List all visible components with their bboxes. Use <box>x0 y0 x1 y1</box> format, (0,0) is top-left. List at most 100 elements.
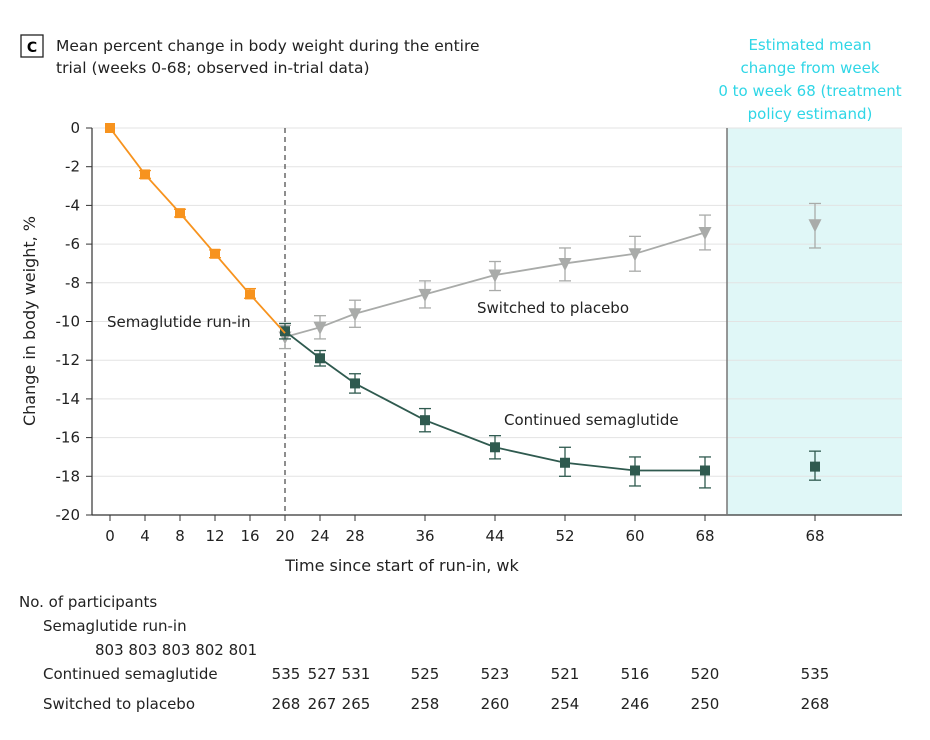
x-axis-ticks: 0 4 8 12 16 20 24 28 36 44 52 60 68 68 <box>105 515 825 545</box>
data-point <box>418 288 432 302</box>
chart-title-line-2: trial (weeks 0-68; observed in-trial dat… <box>56 59 370 77</box>
data-point <box>348 308 362 322</box>
y-tick-label: -10 <box>56 313 81 331</box>
participants-table: No. of participants Semaglutide run-in C… <box>19 593 829 713</box>
estimand-point <box>809 450 821 481</box>
x-tick-label: 28 <box>345 527 364 545</box>
estimand-title-line-1: Estimated mean <box>748 36 871 54</box>
participants-row-label-placebo: Switched to placebo <box>43 695 195 713</box>
x-tick-label: 36 <box>415 527 434 545</box>
participant-count: 265 <box>342 695 371 713</box>
estimand-marker <box>810 461 820 472</box>
data-point <box>140 169 150 180</box>
data-point <box>558 257 572 271</box>
chart-title-line-1: Mean percent change in body weight durin… <box>56 37 480 55</box>
series-line <box>284 330 705 472</box>
x-axis-label: Time since start of run-in, wk <box>284 556 519 575</box>
data-point <box>210 248 220 259</box>
estimand-panel-title: Estimated mean change from week 0 to wee… <box>718 36 901 123</box>
x-tick-label: 24 <box>310 527 329 545</box>
participant-count: 246 <box>621 695 650 713</box>
panel-label: C <box>20 34 44 58</box>
data-point <box>313 321 327 335</box>
participant-count: 258 <box>411 695 440 713</box>
annotation-semaglutide-run-in: Semaglutide run-in <box>107 313 251 331</box>
y-tick-label: -2 <box>65 158 80 176</box>
data-point <box>700 465 710 476</box>
participants-heading: No. of participants <box>19 593 157 611</box>
y-tick-label: -12 <box>56 351 81 369</box>
participants-values-run-in: 803 803 803 802 801 <box>95 641 257 659</box>
data-point <box>280 326 290 337</box>
data-point <box>628 248 642 262</box>
estimand-marker <box>808 219 822 233</box>
participant-count: 535 <box>272 665 301 683</box>
y-tick-label: -18 <box>56 467 81 485</box>
y-tick-label: 0 <box>70 119 80 137</box>
participants-values: 803 803 803 802 801 535 527 531 525 523 521 516… <box>95 641 829 713</box>
participant-count: 521 <box>551 665 580 683</box>
estimand-title-line-2: change from week <box>740 59 879 77</box>
data-point <box>560 457 570 468</box>
gridlines <box>92 127 902 516</box>
data-point <box>245 289 255 300</box>
y-tick-label: -20 <box>56 506 81 524</box>
x-tick-label: 44 <box>485 527 504 545</box>
data-point <box>350 378 360 389</box>
x-tick-label: 68 <box>695 527 714 545</box>
y-tick-label: -8 <box>65 274 80 292</box>
estimand-title-line-4: policy estimand) <box>748 105 873 123</box>
estimand-point <box>808 202 822 249</box>
data-point <box>490 442 500 453</box>
x-tick-label: 16 <box>240 527 259 545</box>
participant-count: 520 <box>691 665 720 683</box>
series-line <box>284 231 706 338</box>
data-point <box>698 226 712 240</box>
participant-count: 250 <box>691 695 720 713</box>
participant-count: 267 <box>308 695 337 713</box>
series-switched-to-placebo <box>278 214 712 350</box>
y-tick-label: -4 <box>65 196 80 214</box>
participant-count: 523 <box>481 665 510 683</box>
data-point <box>315 353 325 364</box>
data-point <box>630 465 640 476</box>
participant-count: 516 <box>621 665 650 683</box>
x-tick-label: 52 <box>555 527 574 545</box>
series-layer <box>105 123 712 489</box>
participants-row-label-continued: Continued semaglutide <box>43 665 218 683</box>
data-point <box>488 269 502 283</box>
x-tick-label: 60 <box>625 527 644 545</box>
panel-label-text: C <box>27 40 37 56</box>
participant-count: 527 <box>308 665 337 683</box>
x-tick-label: 12 <box>205 527 224 545</box>
x-tick-label: 8 <box>175 527 185 545</box>
participant-count: 525 <box>411 665 440 683</box>
data-point <box>420 415 430 426</box>
y-tick-label: -6 <box>65 235 80 253</box>
series-semaglutide-run-in <box>105 123 286 334</box>
y-axis-ticks: 0 -2 -4 -6 -8 -10 -12 -14 -16 -18 -20 <box>56 119 92 524</box>
data-point <box>105 123 115 133</box>
x-tick-label: 4 <box>140 527 150 545</box>
participant-count-estimand: 535 <box>801 665 830 683</box>
series-continued-semaglutide <box>279 322 711 489</box>
x-tick-label-estimand: 68 <box>805 527 824 545</box>
estimand-title-line-3: 0 to week 68 (treatment <box>718 82 901 100</box>
participant-count: 531 <box>342 665 371 683</box>
annotation-continued-semaglutide: Continued semaglutide <box>504 411 679 429</box>
participant-count: 268 <box>272 695 301 713</box>
data-point <box>175 208 185 219</box>
y-tick-label: -16 <box>56 429 81 447</box>
x-tick-label: 0 <box>105 527 115 545</box>
annotation-switched-to-placebo: Switched to placebo <box>477 299 629 317</box>
participant-count: 254 <box>551 695 580 713</box>
participants-row-label-run-in: Semaglutide run-in <box>43 617 187 635</box>
participant-count-estimand: 268 <box>801 695 830 713</box>
series-line <box>109 127 286 334</box>
y-tick-label: -14 <box>56 390 81 408</box>
x-tick-label: 20 <box>275 527 294 545</box>
y-axis-label: Change in body weight, % <box>20 216 39 426</box>
participant-count: 260 <box>481 695 510 713</box>
estimand-points <box>808 202 822 481</box>
